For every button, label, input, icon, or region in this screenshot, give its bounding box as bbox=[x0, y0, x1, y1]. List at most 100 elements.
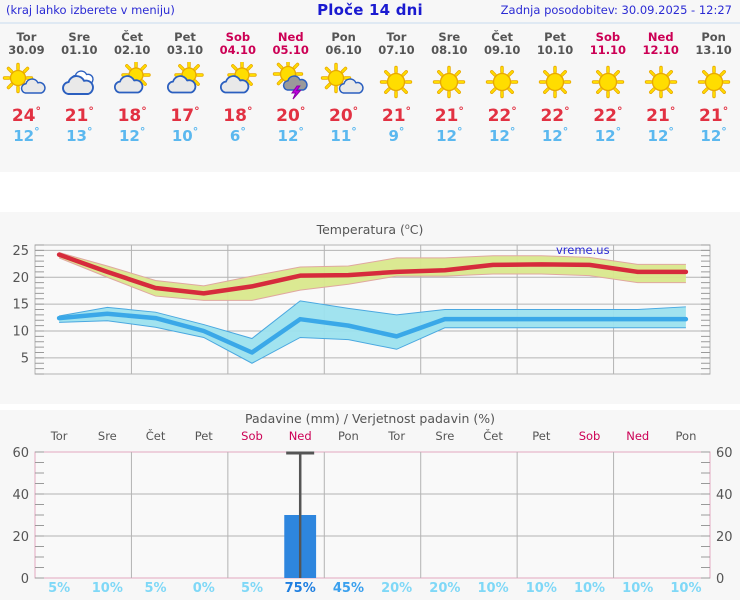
watermark-label: vreme.us bbox=[556, 243, 610, 257]
temp-max: 21° bbox=[381, 104, 412, 126]
sun-icon bbox=[423, 61, 475, 103]
svg-text:60: 60 bbox=[12, 446, 29, 461]
svg-text:0: 0 bbox=[21, 572, 29, 587]
precipitation-chart-title: Padavine (mm) / Verjetnost padavin (%) bbox=[245, 411, 495, 426]
temp-min: 12° bbox=[436, 125, 463, 145]
white-spacer bbox=[0, 172, 740, 212]
precipitation-probability-row: 5% 10% 5% 0% 5% 75% 45% 20% 20% 10% 10% 10% 10% 10% bbox=[35, 581, 710, 599]
precip-probability: 10% bbox=[477, 581, 509, 596]
forecast-day-10[interactable]: Čet 09.10 22° 12° bbox=[476, 24, 529, 172]
sun-cloud-thunder-icon bbox=[265, 61, 317, 103]
forecast-day-4[interactable]: Pet 03.10 17° 10° bbox=[159, 24, 212, 172]
temp-max: 22° bbox=[593, 104, 623, 126]
temp-max: 20° bbox=[329, 104, 359, 126]
forecast-day-7[interactable]: Pon 06.10 20° 11° bbox=[317, 24, 370, 172]
header-divider bbox=[0, 22, 740, 24]
sun-icon bbox=[688, 61, 740, 103]
forecast-day-list: Tor 30.09 24° 12° Sre 01.10 21° 13° Čet 02.10 1… bbox=[0, 24, 740, 172]
day-date: 09.10 bbox=[483, 43, 521, 57]
svg-text:40: 40 bbox=[12, 488, 29, 503]
day-name: Sob bbox=[225, 30, 251, 44]
sun-icon bbox=[582, 61, 634, 103]
day-date: 11.10 bbox=[589, 43, 627, 57]
temp-min: 11° bbox=[330, 125, 357, 145]
sun-icon bbox=[476, 61, 528, 103]
day-date: 07.10 bbox=[378, 43, 415, 57]
svg-text:60: 60 bbox=[716, 446, 733, 461]
precipitation-day-labels: Tor Sre Čet Pet Sob Ned Pon Tor Sre Čet Pet Sob Ned P… bbox=[35, 429, 710, 445]
day-date: 04.10 bbox=[219, 43, 257, 57]
day-date: 10.10 bbox=[536, 43, 574, 57]
day-name: Tor bbox=[386, 30, 407, 44]
temp-min: 13° bbox=[66, 125, 93, 145]
precip-probability: 10% bbox=[573, 581, 606, 596]
precip-day-label: Pon bbox=[675, 429, 697, 443]
precip-day-label: Tor bbox=[388, 429, 406, 443]
temp-max: 24° bbox=[11, 104, 42, 126]
sun-small-cloud-icon bbox=[318, 61, 370, 103]
precip-probability: 20% bbox=[381, 581, 413, 596]
precip-probability: 75% bbox=[284, 581, 316, 596]
temp-min: 12° bbox=[118, 125, 146, 145]
temperature-chart-panel: 5 10 15 20 25 bbox=[0, 212, 740, 404]
precip-day-label: Tor bbox=[50, 429, 68, 443]
svg-text:10: 10 bbox=[12, 325, 29, 340]
location-hint: (kraj lahko izberete v meniju) bbox=[6, 3, 175, 17]
svg-text:0: 0 bbox=[716, 572, 724, 587]
day-name: Ned bbox=[277, 30, 304, 44]
temp-min: 9° bbox=[388, 125, 405, 145]
precip-day-label: Sre bbox=[97, 429, 117, 443]
temp-max: 22° bbox=[487, 104, 517, 126]
temp-min: 12° bbox=[541, 125, 569, 145]
day-name: Sre bbox=[68, 30, 91, 44]
precipitation-chart-panel: 0 0 20 20 40 40 60 60 bbox=[0, 410, 740, 600]
temp-max: 20° bbox=[276, 104, 306, 126]
forecast-day-2[interactable]: Sre 01.10 21° 13° bbox=[53, 24, 106, 172]
precip-day-label: Čet bbox=[145, 429, 166, 443]
day-name: Sre bbox=[438, 30, 461, 44]
day-name: Pet bbox=[174, 30, 196, 44]
day-date: 13.10 bbox=[695, 43, 732, 57]
forecast-day-8[interactable]: Tor 07.10 21° 9° bbox=[370, 24, 423, 172]
forecast-day-14[interactable]: Pon 13.10 21° 12° bbox=[687, 24, 740, 172]
temp-min: 6° bbox=[229, 125, 246, 145]
sun-small-cloud-icon bbox=[0, 61, 52, 103]
precip-day-label: Pet bbox=[194, 429, 213, 443]
precip-probability: 10% bbox=[622, 581, 654, 596]
day-name: Čet bbox=[491, 30, 514, 44]
precip-probability: 45% bbox=[332, 581, 364, 596]
svg-text:5: 5 bbox=[21, 351, 29, 366]
forecast-day-9[interactable]: Sre 08.10 21° 12° bbox=[423, 24, 476, 172]
day-date: 08.10 bbox=[431, 43, 468, 57]
temp-min: 12° bbox=[594, 125, 622, 145]
temp-max: 21° bbox=[646, 104, 676, 126]
precip-day-label: Ned bbox=[626, 429, 650, 443]
precip-day-label: Pet bbox=[532, 429, 551, 443]
forecast-day-5[interactable]: Sob 04.10 18° 6° bbox=[211, 24, 264, 172]
forecast-day-12[interactable]: Sob 11.10 22° 12° bbox=[581, 24, 634, 172]
forecast-day-3[interactable]: Čet 02.10 18° 12° bbox=[106, 24, 159, 172]
forecast-day-6[interactable]: Ned 05.10 20° 12° bbox=[264, 24, 317, 172]
temp-max: 18° bbox=[223, 104, 253, 126]
day-name: Pon bbox=[701, 30, 726, 44]
precip-probability: 5% bbox=[144, 581, 167, 596]
forecast-day-1[interactable]: Tor 30.09 24° 12° bbox=[0, 24, 53, 172]
temp-max: 18° bbox=[117, 104, 147, 126]
day-name: Pon bbox=[331, 30, 356, 44]
sun-icon bbox=[635, 61, 687, 103]
sun-behind-cloud-icon bbox=[212, 61, 264, 103]
day-name: Čet bbox=[121, 30, 144, 44]
day-name: Tor bbox=[16, 30, 37, 44]
forecast-day-13[interactable]: Ned 12.10 21° 12° bbox=[634, 24, 687, 172]
day-date: 03.10 bbox=[166, 43, 204, 57]
forecast-day-11[interactable]: Pet 10.10 22° 12° bbox=[529, 24, 582, 172]
precip-probability: 0% bbox=[192, 581, 215, 596]
precip-day-label: Sob bbox=[241, 429, 263, 443]
day-date: 01.10 bbox=[61, 43, 98, 57]
temp-min: 10° bbox=[171, 125, 199, 145]
precip-probability: 5% bbox=[240, 581, 264, 596]
svg-text:25: 25 bbox=[12, 244, 29, 259]
last-updated: Zadnja posodobitev: 30.09.2025 - 12:27 bbox=[500, 3, 732, 17]
temp-max: 21° bbox=[699, 104, 729, 126]
temp-min: 12° bbox=[700, 125, 727, 145]
